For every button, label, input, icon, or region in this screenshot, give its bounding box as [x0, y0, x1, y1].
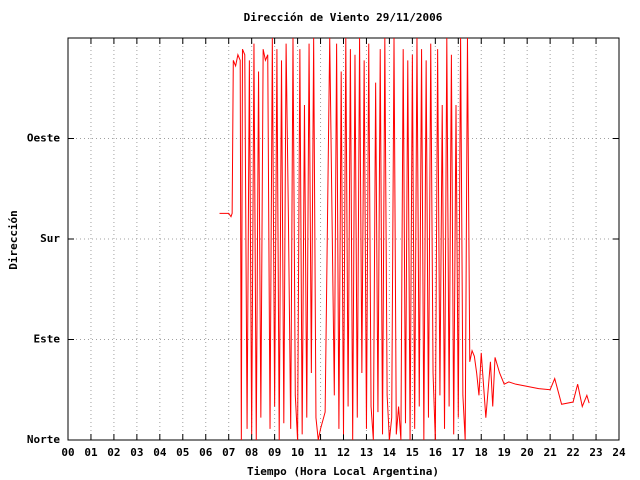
data-line — [219, 37, 590, 441]
x-tick-label: 11 — [314, 446, 328, 459]
x-tick-label: 18 — [475, 446, 488, 459]
x-tick-label: 03 — [130, 446, 143, 459]
x-tick-label: 10 — [291, 446, 304, 459]
chart-title: Dirección de Viento 29/11/2006 — [244, 11, 443, 24]
y-axis-label: Dirección — [7, 210, 20, 270]
x-tick-label: 15 — [406, 446, 419, 459]
plot-frame — [67, 37, 620, 441]
x-tick-label: 13 — [360, 446, 373, 459]
x-tick-label: 19 — [498, 446, 511, 459]
x-tick-label: 01 — [84, 446, 98, 459]
x-tick-label: 22 — [566, 446, 579, 459]
y-tick-label: Oeste — [27, 132, 60, 145]
x-axis-label: Tiempo (Hora Local Argentina) — [247, 465, 439, 478]
x-tick-label: 00 — [61, 446, 74, 459]
x-tick-label: 17 — [452, 446, 465, 459]
x-tick-label: 21 — [544, 446, 558, 459]
x-tick-label: 08 — [245, 446, 258, 459]
x-tick-label: 05 — [176, 446, 189, 459]
y-tick-label: Sur — [40, 232, 60, 245]
x-tick-label: 06 — [199, 446, 213, 459]
x-tick-label: 24 — [612, 446, 626, 459]
x-tick-label: 09 — [268, 446, 281, 459]
x-tick-label: 02 — [107, 446, 120, 459]
x-tick-label: 23 — [589, 446, 602, 459]
x-tick-label: 07 — [222, 446, 235, 459]
x-tick-label: 16 — [429, 446, 443, 459]
y-tick-label: Norte — [27, 433, 60, 446]
y-tick-label: Este — [34, 333, 61, 346]
x-tick-label: 12 — [337, 446, 350, 459]
x-tick-label: 04 — [153, 446, 167, 459]
x-tick-label: 20 — [521, 446, 534, 459]
x-tick-label: 14 — [383, 446, 397, 459]
